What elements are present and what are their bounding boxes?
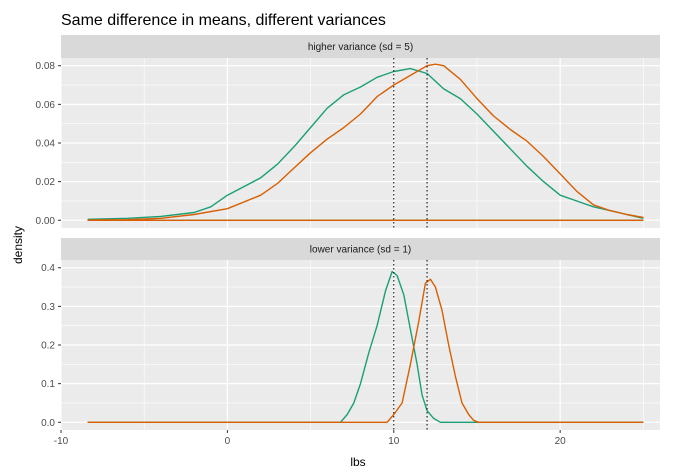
x-tick-label: -10 — [54, 436, 69, 447]
strip-background — [61, 35, 660, 58]
y-tick-label: 0.1 — [41, 379, 55, 390]
x-axis: -10 0 10 20 — [54, 430, 566, 447]
y-axis-title: density — [11, 226, 25, 264]
y-tick-label: 0.00 — [36, 216, 56, 227]
y-tick-label: 0.08 — [36, 61, 56, 72]
strip-label: higher variance (sd = 5) — [308, 42, 413, 53]
y-tick-label: 0.02 — [36, 177, 56, 188]
density-curve — [87, 270, 644, 423]
facet-panels: higher variance (sd = 5) 0.00 0.02 0.04 0.06… — [36, 35, 660, 430]
chart-title: Same difference in means, different vari… — [61, 12, 386, 29]
density-curve — [87, 67, 644, 220]
y-tick-label: 0.0 — [41, 418, 55, 429]
y-tick-label: 0.3 — [41, 302, 55, 313]
x-tick-label: 0 — [225, 436, 231, 447]
y-tick-label: 0.4 — [41, 263, 55, 274]
facet-panel: higher variance (sd = 5) 0.00 0.02 0.04 0.06… — [36, 35, 660, 228]
density-curve — [87, 278, 644, 423]
y-tick-label: 0.04 — [36, 139, 56, 150]
strip-background — [61, 238, 660, 260]
x-tick-label: 10 — [388, 436, 400, 447]
x-axis-title: lbs — [350, 455, 365, 469]
x-tick-label: 20 — [555, 436, 567, 447]
y-tick-label: 0.06 — [36, 100, 56, 111]
facet-panel: lower variance (sd = 1) 0.0 0.1 0.2 0.3 0.4 — [41, 238, 660, 430]
strip-label: lower variance (sd = 1) — [310, 245, 411, 256]
y-tick-label: 0.2 — [41, 341, 55, 352]
density-curve — [87, 63, 644, 221]
